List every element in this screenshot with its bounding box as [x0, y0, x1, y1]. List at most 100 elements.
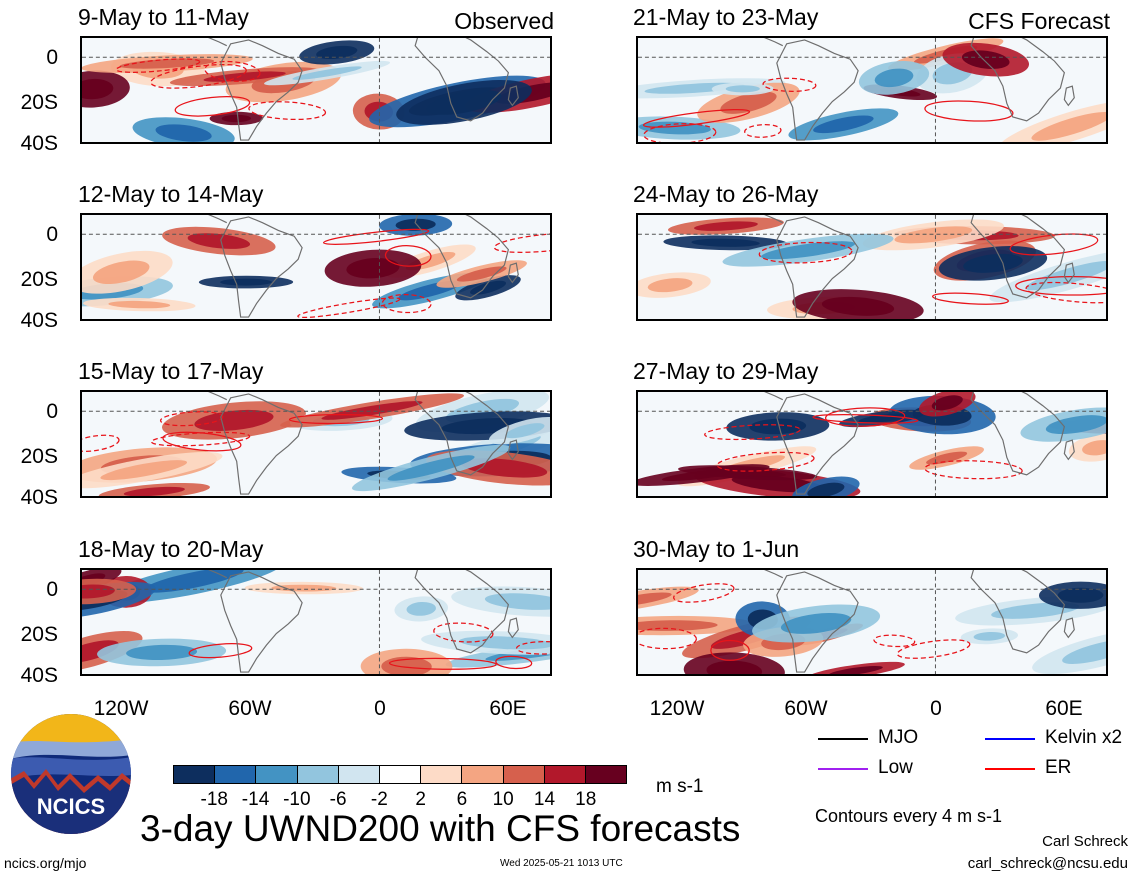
- map-field: [82, 215, 550, 319]
- panel-title: 15-May to 17-May: [78, 358, 264, 384]
- colorbar-swatch: [585, 766, 627, 783]
- er-contour: [932, 292, 1009, 305]
- anomaly-shade: [505, 423, 545, 439]
- ncics-logo-graphic: NCICS: [11, 714, 131, 834]
- map-panel: [636, 213, 1108, 321]
- main-title: 3-day UWND200 with CFS forecasts: [140, 808, 741, 849]
- footer-email: carl_schreck@ncsu.edu: [967, 855, 1128, 872]
- coastline: [507, 617, 519, 639]
- lat-label: 40S: [20, 132, 58, 155]
- anomaly-shade: [346, 258, 400, 279]
- anomaly-shade: [694, 221, 758, 231]
- map-panel: [80, 36, 552, 144]
- lat-label: 0: [46, 46, 58, 69]
- anomaly-shade: [1045, 415, 1106, 435]
- er-contour: [744, 123, 782, 138]
- legend-label: Kelvin x2: [1045, 727, 1123, 748]
- map-field: [82, 570, 550, 674]
- colorbar-swatch: [379, 766, 422, 783]
- anomaly-shade: [484, 593, 550, 610]
- map-panel: [80, 213, 552, 321]
- legend-label: ER: [1045, 757, 1072, 778]
- anomaly-shade: [807, 482, 845, 496]
- anomaly-shade: [661, 469, 739, 482]
- colorbar-swatch: [462, 766, 504, 783]
- coastline: [776, 571, 859, 673]
- coastline: [764, 215, 784, 224]
- colorbar-swatch: [338, 766, 380, 783]
- map-panel: [636, 568, 1108, 676]
- coastline: [1063, 617, 1075, 639]
- lat-label: 40S: [20, 309, 58, 332]
- lat-label: 20S: [20, 268, 58, 291]
- colorbar-tick-label: -2: [370, 789, 388, 810]
- er-contour: [924, 100, 1014, 122]
- er-contour: [642, 108, 751, 128]
- anomaly-shade: [271, 584, 337, 592]
- er-contour: [322, 228, 430, 245]
- map-field: [638, 570, 1106, 674]
- anomaly-shade: [963, 253, 1023, 273]
- er-contour: [174, 96, 251, 117]
- anomaly-shade: [426, 90, 502, 115]
- er-contour: [672, 583, 735, 603]
- coastline: [507, 439, 519, 461]
- anomaly-shade: [123, 486, 185, 496]
- er-contour: [896, 639, 971, 659]
- anomaly-shade: [1082, 440, 1106, 456]
- er-contour: [873, 634, 916, 648]
- coastline: [764, 38, 784, 47]
- colorbar-tick-label: -14: [241, 789, 270, 810]
- coastline: [220, 571, 303, 673]
- colorbar-swatch: [297, 766, 339, 783]
- colorbar-swatch: [215, 766, 257, 783]
- coastline: [776, 39, 859, 141]
- anomaly-shade: [187, 233, 251, 249]
- coastline: [776, 393, 859, 495]
- anomaly-shade: [100, 460, 188, 481]
- er-contour: [150, 431, 251, 447]
- anomaly-shade: [395, 218, 436, 231]
- anomaly-shade: [119, 58, 215, 69]
- legend-line-mjo: [818, 738, 868, 740]
- coastline: [776, 216, 859, 318]
- coastline: [1063, 439, 1075, 461]
- er-contour: [762, 77, 817, 92]
- anomaly-shade: [126, 644, 198, 661]
- panel-tag-observed: Observed: [454, 8, 554, 34]
- anomaly-shade: [316, 45, 358, 60]
- er-contour: [1025, 281, 1106, 304]
- coastline: [1063, 262, 1075, 284]
- anomaly-shade: [155, 124, 212, 142]
- anomaly-shade: [874, 68, 914, 88]
- er-contour: [115, 58, 201, 73]
- map-panel: [636, 390, 1108, 498]
- anomaly-shade: [706, 660, 763, 674]
- lat-label: 20S: [20, 445, 58, 468]
- er-contour: [188, 643, 253, 659]
- anomaly-shade: [813, 115, 874, 134]
- coastline: [208, 215, 228, 224]
- er-contour: [384, 245, 432, 267]
- anomaly-shade: [470, 280, 507, 295]
- lat-label: 0: [46, 400, 58, 423]
- anomaly-shade: [220, 278, 272, 286]
- lon-label: 60E: [1045, 697, 1083, 720]
- er-contour: [643, 123, 717, 142]
- panel-title: 24-May to 26-May: [633, 181, 819, 207]
- anomaly-shade: [82, 640, 119, 663]
- legend-line-er: [985, 768, 1035, 770]
- legend-line-low: [818, 768, 868, 770]
- lon-label: 0: [374, 697, 386, 720]
- coastline: [1063, 85, 1075, 107]
- er-contour: [82, 434, 120, 452]
- anomaly-shade: [92, 260, 150, 285]
- ncics-logo: NCICS: [10, 713, 132, 835]
- anomaly-shade: [894, 226, 973, 244]
- colorbar-tick-label: 6: [456, 789, 468, 810]
- er-contour: [638, 627, 697, 650]
- lat-label: 0: [46, 578, 58, 601]
- anomaly-shade: [108, 300, 171, 309]
- er-contour: [710, 639, 750, 661]
- colorbar-swatch: [544, 766, 586, 783]
